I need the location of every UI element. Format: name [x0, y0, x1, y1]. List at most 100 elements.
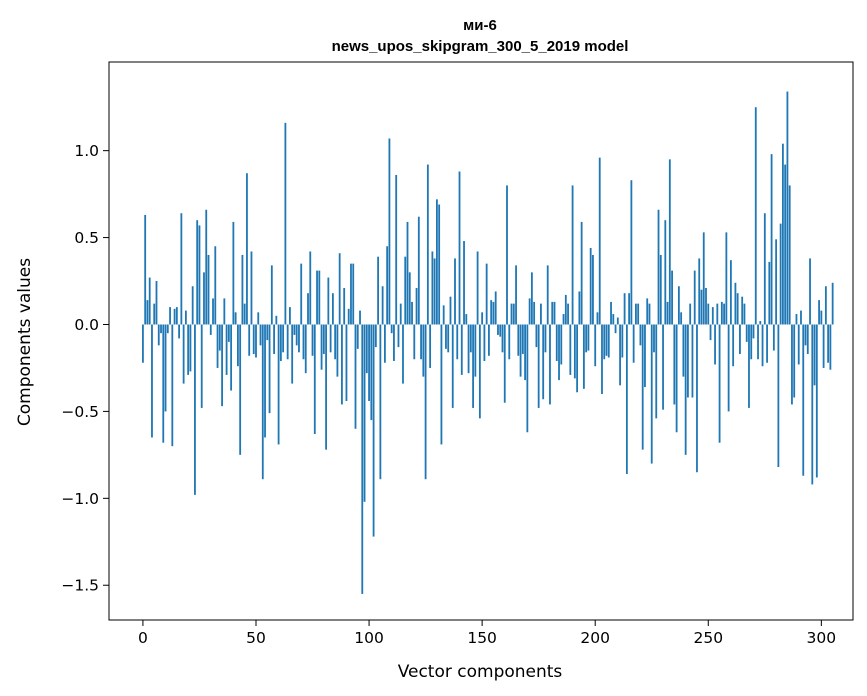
bar: [684, 324, 687, 455]
bar: [291, 324, 294, 384]
bar: [700, 289, 703, 325]
bar: [824, 286, 827, 325]
bar: [585, 324, 588, 353]
bar: [562, 314, 565, 325]
bar: [203, 272, 205, 325]
bar: [560, 324, 563, 365]
bar: [761, 324, 764, 367]
bar: [184, 310, 187, 325]
bar: [535, 324, 538, 348]
bar: [775, 239, 778, 325]
bar: [295, 324, 298, 346]
bar: [797, 324, 800, 365]
bar: [151, 324, 153, 438]
bar: [521, 324, 524, 355]
bar: [259, 324, 262, 346]
bar: [508, 324, 511, 360]
bar: [227, 324, 230, 342]
bar: [255, 324, 257, 358]
bar: [702, 232, 705, 325]
bar: [411, 301, 413, 325]
bar: [657, 209, 660, 325]
bar: [304, 324, 307, 374]
bar: [354, 324, 357, 429]
bar: [209, 324, 212, 335]
bar: [284, 122, 287, 325]
bar: [160, 324, 162, 334]
x-tick-label: 200: [580, 629, 610, 647]
bar: [465, 314, 468, 325]
bar: [449, 296, 452, 325]
bar: [553, 301, 556, 325]
bar: [153, 303, 156, 325]
bar: [515, 265, 517, 325]
bar: [374, 324, 377, 348]
bar: [580, 221, 583, 325]
bar: [463, 241, 465, 325]
bar: [218, 324, 221, 351]
bar: [377, 256, 380, 325]
bar: [623, 293, 626, 325]
bar: [582, 324, 585, 389]
bar: [763, 213, 766, 325]
bar: [232, 221, 235, 325]
bar: [666, 301, 669, 325]
bar: [420, 324, 422, 360]
bar: [243, 303, 246, 325]
bar: [754, 107, 757, 325]
bar: [164, 324, 167, 412]
bar: [456, 324, 459, 360]
bar: [736, 293, 739, 325]
bar: [696, 324, 698, 473]
bar: [214, 246, 217, 325]
bar: [198, 225, 201, 325]
bar: [589, 248, 592, 325]
bar: [372, 324, 375, 537]
bar: [363, 324, 366, 502]
bar: [558, 324, 560, 381]
bar: [709, 324, 712, 341]
bar: [616, 317, 619, 325]
bar: [757, 324, 759, 360]
bar: [822, 324, 825, 368]
bar: [691, 324, 694, 398]
bar: [716, 303, 719, 325]
bar: [818, 300, 820, 325]
bar: [429, 324, 432, 368]
bar: [630, 180, 633, 325]
bar: [605, 324, 608, 356]
bar: [234, 312, 237, 325]
bar: [596, 312, 599, 325]
bar: [157, 324, 160, 346]
bar: [286, 324, 289, 360]
bar: [458, 171, 461, 325]
bar: [610, 301, 612, 325]
bar: [745, 324, 748, 342]
bar: [804, 324, 807, 346]
bar: [573, 324, 576, 379]
plot-frame: [108, 61, 854, 621]
bar: [540, 303, 542, 325]
bar: [155, 281, 158, 325]
bar: [519, 324, 522, 377]
bar: [246, 173, 248, 325]
bar: [729, 260, 732, 325]
bar: [365, 324, 368, 374]
bar: [603, 324, 606, 360]
bar: [395, 174, 398, 325]
bar: [766, 324, 768, 363]
bar: [173, 308, 176, 325]
bar: [322, 324, 325, 355]
bar: [436, 199, 438, 325]
bar: [720, 301, 723, 325]
bar: [641, 324, 644, 450]
bar: [698, 258, 701, 325]
bar: [492, 301, 495, 325]
bar: [282, 324, 285, 353]
bar: [148, 277, 151, 325]
bar: [327, 277, 330, 325]
bar: [752, 324, 755, 339]
bar: [316, 270, 318, 325]
bar: [309, 251, 312, 325]
